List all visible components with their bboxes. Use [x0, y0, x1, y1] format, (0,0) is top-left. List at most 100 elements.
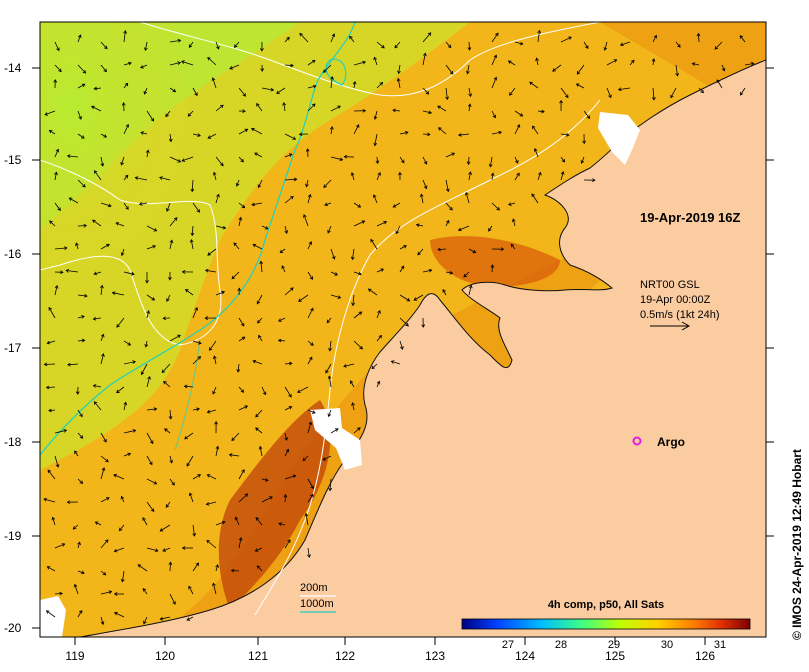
current-arrow-head — [212, 355, 217, 360]
current-arrow-head — [351, 402, 355, 406]
current-arrow — [351, 172, 355, 181]
current-arrow — [54, 593, 63, 595]
current-arrow — [192, 87, 198, 96]
current-arrow — [231, 432, 240, 441]
current-arrow — [445, 41, 452, 48]
current-arrow-head — [311, 59, 316, 64]
current-arrow-head — [437, 247, 441, 252]
current-arrow-head — [93, 271, 98, 276]
current-arrow — [255, 409, 263, 418]
current-arrow-head — [278, 522, 283, 526]
current-arrow — [328, 409, 332, 417]
current-arrow-head — [172, 601, 176, 605]
current-arrow-head — [359, 345, 363, 350]
current-arrow — [508, 60, 516, 66]
current-arrow — [352, 294, 355, 306]
current-arrow-head — [55, 463, 60, 468]
current-arrow-head — [463, 273, 467, 278]
current-arrow-head — [64, 246, 68, 251]
current-arrow-head — [254, 152, 258, 156]
current-arrow-head — [279, 249, 284, 254]
current-arrow — [123, 271, 135, 275]
current-arrow — [606, 59, 617, 66]
current-arrow — [537, 30, 540, 43]
current-arrow-head — [105, 458, 109, 463]
current-arrow-head — [252, 359, 257, 364]
current-arrow-head — [103, 134, 108, 138]
current-arrow-head — [285, 448, 290, 453]
current-arrow — [92, 219, 102, 227]
current-arrow — [73, 524, 79, 530]
current-arrow-head — [102, 571, 107, 576]
current-arrow-head — [125, 206, 129, 210]
current-arrow — [146, 110, 154, 122]
current-arrow-head — [428, 268, 433, 273]
colorbar-tick-label: 30 — [661, 639, 673, 651]
current-arrow-head — [78, 116, 82, 120]
current-arrow-head — [169, 239, 174, 244]
current-arrow — [192, 408, 200, 411]
current-arrow — [398, 64, 401, 74]
current-arrow-head — [124, 82, 129, 87]
current-arrow-head — [127, 452, 132, 457]
current-arrow — [329, 340, 332, 351]
current-arrow-head — [512, 218, 516, 223]
current-arrow-head — [207, 56, 211, 61]
current-arrow-head — [458, 133, 462, 137]
current-arrow — [77, 570, 85, 574]
current-arrow-head — [371, 365, 375, 370]
current-arrow — [67, 155, 79, 158]
current-arrow-head — [214, 420, 218, 425]
current-arrow — [514, 172, 520, 181]
current-arrow — [188, 41, 194, 48]
current-arrow-head — [194, 92, 198, 97]
current-arrow — [392, 202, 401, 208]
current-arrow-head — [276, 90, 280, 94]
current-arrow — [284, 196, 294, 204]
current-arrow — [353, 271, 362, 275]
current-arrow — [307, 547, 310, 558]
current-arrow-head — [130, 271, 135, 276]
x-axis: 119 120 121 122 123 124 125 126 — [65, 637, 715, 663]
current-arrow-head — [750, 61, 755, 66]
current-arrow — [123, 175, 129, 181]
current-arrow-head — [93, 401, 98, 405]
current-arrow — [238, 336, 246, 342]
current-arrow — [514, 124, 520, 135]
current-arrow — [215, 104, 224, 112]
current-arrow-head — [255, 413, 259, 418]
current-arrow-head — [241, 322, 245, 327]
current-arrow — [77, 432, 83, 439]
current-arrow-head — [337, 105, 342, 109]
current-arrow-head — [428, 110, 433, 115]
current-arrow-head — [237, 287, 242, 292]
current-arrow — [299, 33, 309, 43]
current-arrow-head — [254, 548, 259, 552]
current-arrow-head — [60, 270, 64, 275]
colorbar-ramp — [461, 618, 751, 630]
current-arrow-head — [472, 249, 477, 254]
current-arrow — [467, 64, 470, 74]
current-arrow — [116, 317, 125, 328]
current-arrow — [532, 125, 539, 135]
current-arrow — [48, 307, 56, 319]
current-arrow — [169, 133, 172, 142]
current-arrow-head — [299, 32, 303, 37]
current-arrow-head — [298, 298, 302, 302]
current-arrow-head — [197, 133, 201, 137]
current-arrow-head — [197, 356, 202, 360]
current-arrow — [606, 87, 612, 98]
current-arrow-head — [297, 389, 301, 393]
current-arrow — [52, 517, 56, 526]
current-arrow — [343, 363, 355, 367]
y-tick-label: -19 — [4, 529, 22, 543]
current-arrow — [276, 87, 286, 94]
current-arrow-head — [447, 44, 452, 49]
current-arrow-head — [242, 93, 246, 97]
current-arrow-head — [367, 288, 372, 292]
current-arrow-head — [467, 103, 472, 108]
current-arrow — [207, 133, 217, 139]
current-arrow-head — [488, 163, 493, 168]
current-arrow-head — [277, 338, 282, 343]
current-arrow — [284, 287, 294, 296]
